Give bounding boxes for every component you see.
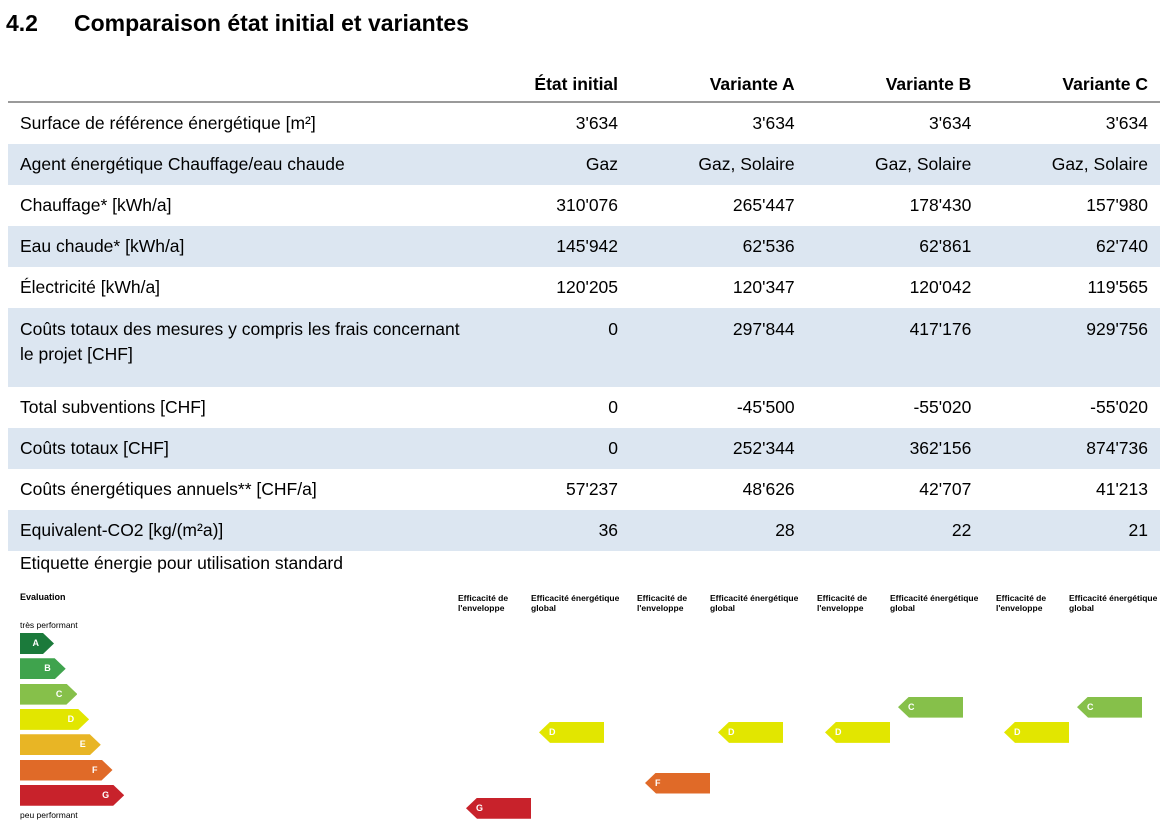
header-global-efficiency: Efficacité énergétique global (1069, 593, 1158, 613)
cell-value: 3'634 (752, 113, 795, 133)
row-label: Eau chaude* [kWh/a] (8, 226, 472, 267)
cell-value: Gaz (472, 144, 631, 185)
rating-envelope-d: D (1004, 721, 1069, 743)
cell-value: 57'237 (566, 479, 619, 499)
cell-value: 62'536 (630, 226, 807, 267)
row-label: Coûts totaux des mesures y compris les f… (8, 308, 472, 387)
header-envelope-efficiency: Efficacité de l'enveloppe (637, 593, 688, 613)
cell-value: 0 (472, 308, 631, 387)
scale-class-a: A (20, 633, 54, 654)
cell-value: 21 (983, 510, 1160, 551)
cell-value: 157'980 (1086, 195, 1148, 215)
cell-value: 62'861 (806, 226, 984, 267)
header-etat-initial: État initial (472, 64, 631, 103)
rating-global-d: D (718, 721, 783, 743)
row-label: Électricité [kWh/a] (20, 277, 161, 297)
row-label: Agent énergétique Chauffage/eau chaude (8, 144, 472, 185)
section-title: Comparaison état initial et variantes (74, 10, 469, 36)
cell-value: Gaz, Solaire (806, 144, 984, 185)
scale-class-f: F (20, 760, 113, 781)
scale-class-e: E (20, 734, 101, 755)
table-row: Chauffage* [kWh/a] 310'076 265'447 178'4… (8, 185, 1160, 226)
header-label-col (8, 64, 472, 103)
header-variante-b: Variante B (806, 64, 984, 103)
rating-global-d: D (539, 721, 604, 743)
section-number: 4.2 (6, 10, 38, 36)
row-label: Coûts énergétiques annuels** [CHF/a] (20, 479, 317, 499)
row-label: Chauffage* [kWh/a] (20, 195, 172, 215)
table-row: Coûts totaux [CHF] 0 252'344 362'156 874… (8, 428, 1160, 469)
table-row: Coûts énergétiques annuels** [CHF/a] 57'… (8, 469, 1160, 510)
cell-value: 417'176 (806, 308, 984, 387)
cell-value: 145'942 (472, 226, 631, 267)
header-envelope-efficiency: Efficacité de l'enveloppe (996, 593, 1047, 613)
scale-bottom-label: peu performant (20, 810, 78, 820)
header-envelope-efficiency: Efficacité de l'enveloppe (817, 593, 868, 613)
row-label: Total subventions [CHF] (20, 397, 206, 417)
row-label: Equivalent-CO2 [kg/(m²a)] (8, 510, 472, 551)
cell-value: 41'213 (1095, 479, 1148, 499)
energy-label-title: Etiquette énergie pour utilisation stand… (20, 553, 343, 573)
cell-value: 3'634 (575, 113, 619, 133)
table-row: Agent énergétique Chauffage/eau chaude G… (8, 144, 1160, 185)
rating-global-c: C (898, 696, 963, 718)
header-global-efficiency: Efficacité énergétique global (710, 593, 799, 613)
cell-value: 310'076 (556, 195, 619, 215)
table-header-row: État initial Variante A Variante B Varia… (8, 64, 1160, 103)
cell-value: 929'756 (983, 308, 1160, 387)
scale-top-label: très performant (20, 620, 78, 630)
rating-envelope-d: D (825, 721, 890, 743)
cell-value: 36 (472, 510, 631, 551)
cell-value: 62'740 (983, 226, 1160, 267)
cell-value: 42'707 (919, 479, 972, 499)
cell-value: -45'500 (736, 397, 795, 417)
header-variante-a: Variante A (630, 64, 807, 103)
rating-envelope-g: G (466, 797, 531, 819)
cell-value: 22 (806, 510, 984, 551)
cell-value: 3'634 (1105, 113, 1148, 133)
evaluation-title: Evaluation (20, 592, 66, 602)
header-global-efficiency: Efficacité énergétique global (531, 593, 620, 613)
table-row: Equivalent-CO2 [kg/(m²a)] 36 28 22 21 (8, 510, 1160, 551)
cell-value: 120'205 (556, 277, 619, 297)
cell-value: 0 (608, 397, 619, 417)
rating-global-c: C (1077, 696, 1142, 718)
cell-value: 362'156 (806, 428, 984, 469)
cell-value: 120'042 (909, 277, 972, 297)
cell-value: 48'626 (742, 479, 795, 499)
cell-value: 120'347 (732, 277, 795, 297)
header-global-efficiency: Efficacité énergétique global (890, 593, 979, 613)
row-label: Coûts totaux [CHF] (8, 428, 472, 469)
cell-value: -55'020 (913, 397, 972, 417)
header-envelope-efficiency: Efficacité de l'enveloppe (458, 593, 509, 613)
table-row: Électricité [kWh/a] 120'205 120'347 120'… (8, 267, 1160, 308)
cell-value: 874'736 (983, 428, 1160, 469)
cell-value: 178'430 (909, 195, 972, 215)
cell-value: -55'020 (1090, 397, 1148, 417)
header-variante-c: Variante C (983, 64, 1160, 103)
cell-value: 3'634 (929, 113, 972, 133)
table-row: Surface de référence énergétique [m²] 3'… (8, 102, 1160, 144)
cell-value: 28 (630, 510, 807, 551)
scale-class-d: D (20, 709, 89, 730)
table-row: Eau chaude* [kWh/a] 145'942 62'536 62'86… (8, 226, 1160, 267)
cell-value: 0 (472, 428, 631, 469)
cell-value: 119'565 (1087, 277, 1148, 297)
table-row: Coûts totaux des mesures y compris les f… (8, 308, 1160, 387)
cell-value: Gaz, Solaire (983, 144, 1160, 185)
rating-envelope-f: F (645, 772, 710, 794)
table-row: Total subventions [CHF] 0 -45'500 -55'02… (8, 387, 1160, 428)
scale-class-c: C (20, 684, 77, 705)
cell-value: 252'344 (630, 428, 807, 469)
row-label: Surface de référence énergétique [m²] (20, 113, 316, 133)
scale-class-b: B (20, 658, 66, 679)
cell-value: 297'844 (630, 308, 807, 387)
cell-value: 265'447 (732, 195, 795, 215)
scale-class-g: G (20, 785, 124, 806)
comparison-table: État initial Variante A Variante B Varia… (8, 64, 1160, 551)
cell-value: Gaz, Solaire (630, 144, 807, 185)
